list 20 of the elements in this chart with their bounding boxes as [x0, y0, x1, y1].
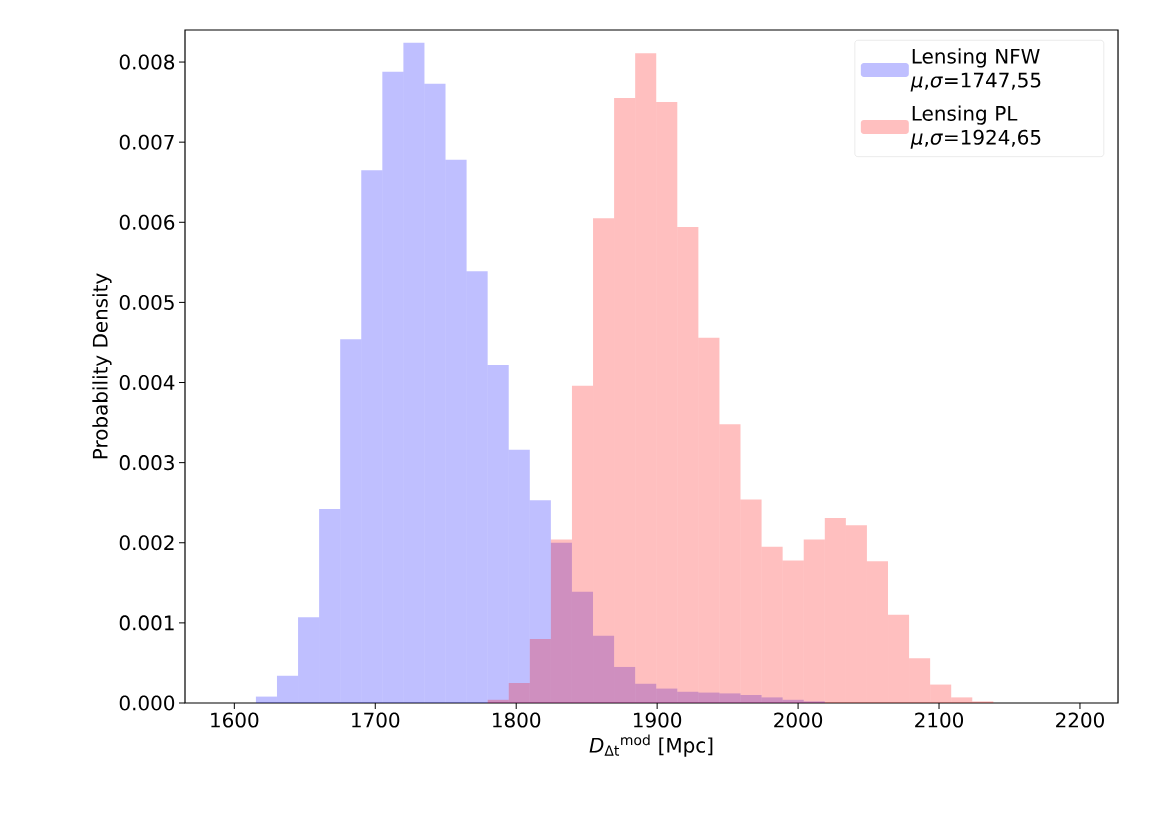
legend-label: Lensing NFW μ,σ=1747,55 — [910, 48, 1041, 92]
y-tick-label: 0.000 — [119, 695, 175, 711]
legend-label: Lensing PL μ,σ=1924,65 — [910, 105, 1041, 149]
x-tick-label: 2000 — [774, 712, 823, 728]
x-tick-label: 1900 — [633, 712, 682, 728]
y-tick-label: 0.008 — [119, 54, 175, 70]
y-tick-label: 0.003 — [119, 455, 174, 471]
y-tick-label: 0.001 — [119, 615, 174, 631]
x-tick-label: 1600 — [211, 712, 259, 728]
x-tick-label: 2200 — [1056, 712, 1104, 728]
y-tick-label: 0.005 — [119, 294, 174, 310]
y-tick-label: 0.006 — [119, 214, 175, 230]
x-tick-label: 1700 — [352, 712, 400, 728]
x-tick-label: 2100 — [915, 712, 964, 728]
y-axis-title: Probability Density — [92, 273, 112, 459]
x-tick-label: 1800 — [493, 712, 541, 728]
y-tick-label: 0.002 — [119, 535, 174, 551]
x-axis-title: D$_{Δt}$$^{mod}$ [Mpc] — [589, 734, 713, 757]
y-tick-label: 0.007 — [119, 134, 174, 150]
y-tick-label: 0.004 — [119, 374, 175, 391]
